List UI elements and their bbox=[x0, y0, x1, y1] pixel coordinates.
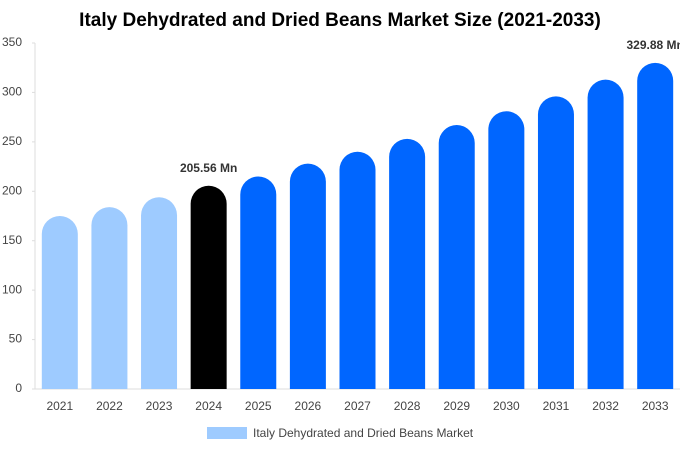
bar bbox=[389, 138, 426, 389]
value-label: 329.88 Mn bbox=[627, 38, 680, 52]
x-tick-label: 2033 bbox=[642, 399, 669, 413]
x-tick-label: 2032 bbox=[592, 399, 619, 413]
x-tick-label: 2030 bbox=[493, 399, 520, 413]
bar bbox=[41, 216, 78, 389]
bar bbox=[240, 176, 277, 389]
y-tick-label: 0 bbox=[15, 381, 22, 395]
x-tick-label: 2021 bbox=[46, 399, 73, 413]
x-tick-label: 2028 bbox=[394, 399, 421, 413]
y-tick-label: 200 bbox=[2, 183, 22, 197]
bar bbox=[91, 207, 128, 389]
y-tick-label: 300 bbox=[2, 85, 22, 99]
x-tick-label: 2024 bbox=[195, 399, 222, 413]
x-tick-label: 2027 bbox=[344, 399, 371, 413]
x-tick-label: 2029 bbox=[443, 399, 470, 413]
y-tick-label: 150 bbox=[2, 233, 22, 247]
bar bbox=[488, 111, 525, 390]
bar bbox=[537, 96, 574, 389]
y-tick-label: 100 bbox=[2, 282, 22, 296]
x-tick-label: 2022 bbox=[96, 399, 123, 413]
bar bbox=[637, 62, 674, 389]
y-tick-label: 250 bbox=[2, 134, 22, 148]
x-tick-label: 2026 bbox=[295, 399, 322, 413]
bar bbox=[438, 125, 475, 389]
x-tick-label: 2023 bbox=[146, 399, 173, 413]
bar bbox=[587, 79, 624, 389]
y-tick-label: 50 bbox=[9, 332, 23, 346]
x-tick-label: 2025 bbox=[245, 399, 272, 413]
bar bbox=[289, 163, 326, 389]
y-tick-label: 350 bbox=[2, 35, 22, 49]
bar bbox=[190, 185, 227, 389]
legend-label: Italy Dehydrated and Dried Beans Market bbox=[253, 426, 474, 440]
value-label: 205.56 Mn bbox=[180, 161, 237, 175]
bar bbox=[141, 197, 178, 389]
x-tick-label: 2031 bbox=[543, 399, 570, 413]
bar bbox=[339, 151, 376, 389]
legend-swatch bbox=[207, 427, 247, 439]
chart-title: Italy Dehydrated and Dried Beans Market … bbox=[79, 10, 601, 31]
